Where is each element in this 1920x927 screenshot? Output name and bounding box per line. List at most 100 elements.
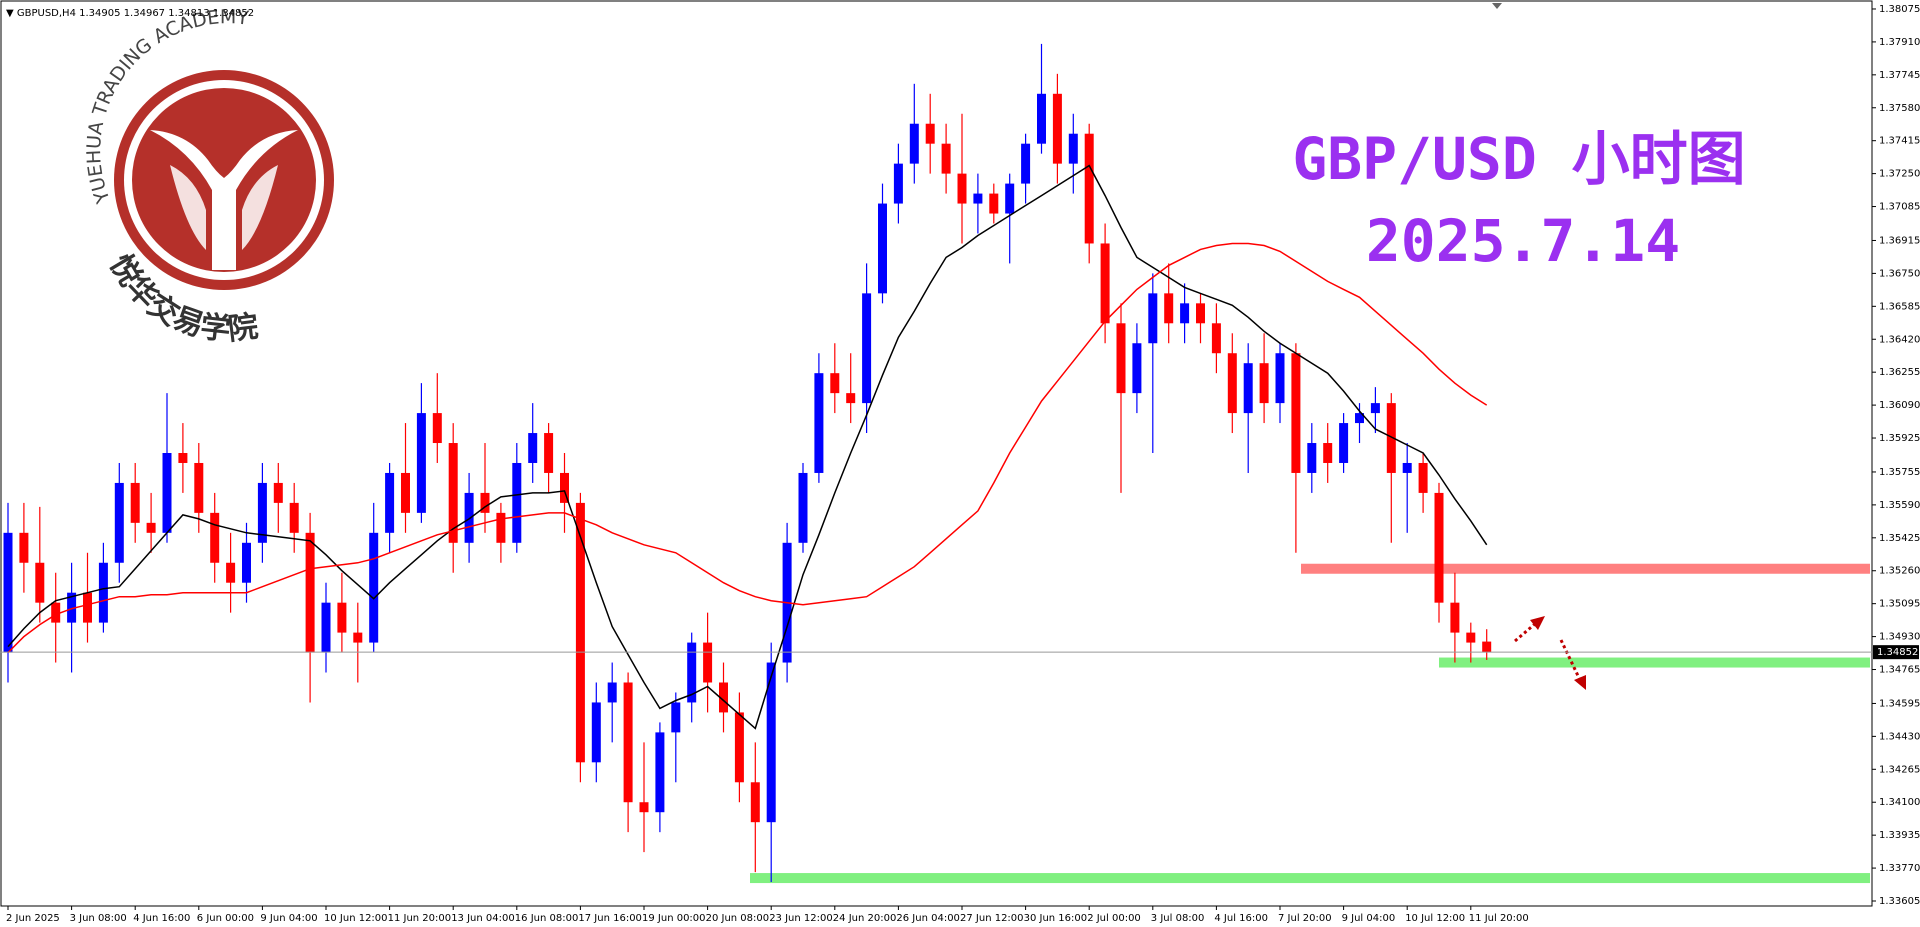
x-tick-label: 23 Jun 12:00 (769, 913, 833, 924)
candle-body (305, 532, 315, 653)
y-tick-label: 1.36255 (1879, 367, 1920, 378)
candle-body (1084, 133, 1094, 244)
candle-body (1386, 403, 1396, 473)
x-tick-label: 13 Jun 04:00 (451, 913, 515, 924)
candle-body (416, 413, 426, 513)
candle-body (1100, 243, 1110, 324)
chart-title: GBP/USD 小时图 (1292, 125, 1745, 193)
candle-body (1466, 632, 1476, 643)
candle-body (19, 532, 29, 563)
x-tick-label: 9 Jul 04:00 (1342, 913, 1396, 924)
y-tick-label: 1.37085 (1879, 202, 1920, 213)
candle-body (1052, 93, 1062, 164)
candle-body (114, 482, 124, 563)
x-tick-label: 10 Jul 12:00 (1405, 913, 1465, 924)
y-tick-label: 1.33770 (1879, 863, 1920, 874)
y-tick-label: 1.35590 (1879, 500, 1920, 511)
candle-body (734, 712, 744, 783)
candle-body (989, 193, 999, 214)
y-tick-label: 1.37745 (1879, 70, 1920, 81)
arrow-down (1559, 639, 1582, 681)
x-tick-label: 24 Jun 20:00 (833, 913, 897, 924)
candle-body (130, 482, 140, 523)
y-tick-label: 1.35755 (1879, 467, 1920, 478)
y-tick-label: 1.33935 (1879, 830, 1920, 841)
moving-average (7, 164, 1488, 730)
candle-body (146, 522, 156, 533)
y-tick-label: 1.34765 (1879, 665, 1920, 676)
candle-body (1132, 343, 1142, 394)
candle-body (512, 462, 522, 543)
moving-average (7, 242, 1488, 654)
x-tick-label: 20 Jun 08:00 (706, 913, 770, 924)
candle-body (1116, 323, 1126, 394)
candle-body (1180, 303, 1190, 324)
y-tick-label: 1.35425 (1879, 533, 1920, 544)
candle-body (878, 203, 887, 294)
candle-body (798, 472, 808, 543)
candle-body (862, 293, 872, 404)
y-tick-label: 1.37415 (1879, 136, 1920, 147)
level-zone (750, 873, 1870, 884)
y-tick-label: 1.35095 (1879, 599, 1920, 610)
candle-body (591, 702, 601, 763)
direction-arrows (1514, 621, 1582, 681)
x-tick-label: 26 Jun 04:00 (896, 913, 960, 924)
candle-body (257, 482, 267, 543)
candle-body (369, 532, 379, 643)
candle-body (321, 602, 331, 653)
candle-body (480, 492, 490, 513)
candle-body (98, 562, 108, 623)
candle-body (671, 702, 681, 733)
candle-body (337, 602, 347, 633)
y-tick-label: 1.34430 (1879, 731, 1920, 742)
ohlc-low: 1.34813 (168, 8, 209, 19)
candle-body (814, 373, 824, 473)
y-tick-label: 1.34595 (1879, 698, 1920, 709)
candle-body (226, 562, 236, 583)
plot-frame (0, 0, 1873, 907)
x-tick-label: 30 Jun 16:00 (1024, 913, 1088, 924)
candle-body (575, 502, 585, 763)
candle-body (925, 123, 935, 144)
x-tick-label: 4 Jul 16:00 (1214, 913, 1268, 924)
candle-body (893, 163, 903, 204)
candle-body (51, 602, 61, 623)
x-tick-label: 27 Jun 12:00 (960, 913, 1024, 924)
x-tick-label: 2 Jul 00:00 (1087, 913, 1141, 924)
candle-body (560, 472, 569, 503)
candle-body (1227, 353, 1237, 414)
y-tick-label: 1.38075 (1879, 4, 1920, 15)
candle-body (544, 433, 554, 473)
candle-body (273, 482, 283, 503)
x-tick-label: 10 Jun 12:00 (324, 913, 388, 924)
candle-body (496, 512, 506, 543)
y-tick-label: 1.36750 (1879, 268, 1920, 279)
candle-body (1418, 462, 1428, 493)
y-tick-label: 1.33605 (1879, 896, 1920, 907)
candle-body (1482, 641, 1492, 653)
candle-body (1021, 143, 1031, 184)
candle-body (385, 472, 395, 533)
candle-body (1402, 462, 1412, 473)
x-tick-label: 11 Jul 20:00 (1469, 913, 1529, 924)
level-zone (1301, 563, 1870, 574)
x-tick-label: 17 Jun 16:00 (578, 913, 642, 924)
ohlc-high: 1.34967 (124, 8, 165, 19)
x-tick-label: 7 Jul 20:00 (1278, 913, 1332, 924)
y-tick-label: 1.37910 (1879, 37, 1920, 48)
candle-body (1355, 413, 1364, 424)
candle-body (432, 413, 442, 444)
price-label: 1.34852 (1877, 647, 1918, 658)
candle-body (703, 642, 713, 683)
candle-body (1148, 293, 1158, 344)
candle-body (957, 173, 967, 204)
arrow-down-head (1574, 675, 1586, 690)
arrow-up (1514, 621, 1537, 643)
candle-body (1037, 93, 1046, 144)
candle-body (1164, 293, 1174, 324)
y-tick-label: 1.36420 (1879, 334, 1920, 345)
level-zone (1439, 657, 1870, 668)
candle-body (464, 492, 474, 543)
